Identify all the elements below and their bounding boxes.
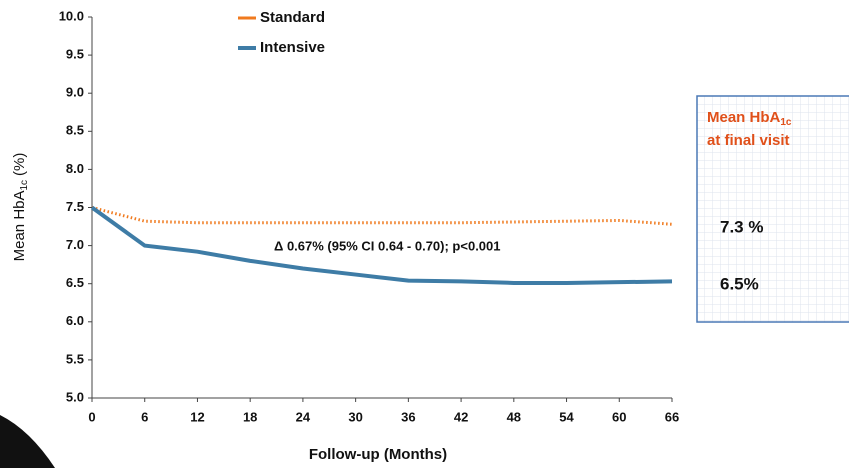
x-tick-label: 36 [401, 409, 415, 424]
box-title-line2: at final visit [707, 132, 790, 149]
y-tick-label: 7.0 [66, 237, 84, 252]
series-line [90, 205, 673, 285]
box-title-sub: 1c [780, 117, 792, 128]
x-tick-label: 42 [454, 409, 468, 424]
annotation: Δ 0.67% (95% CI 0.64 - 0.70); p<0.001 [274, 238, 501, 253]
y-tick-label: 7.5 [66, 199, 84, 214]
x-tick-label: 6 [141, 409, 148, 424]
x-tick-label: 18 [243, 409, 257, 424]
box-value: 6.5% [720, 274, 759, 293]
box-title-text: Mean HbA [707, 109, 781, 126]
y-label-unit: (%) [11, 153, 28, 176]
y-tick-label: 9.5 [66, 47, 84, 62]
x-tick-label: 48 [507, 409, 521, 424]
y-tick-label: 6.5 [66, 275, 84, 290]
x-tick-label: 54 [559, 409, 574, 424]
box-value: 7.3 % [720, 217, 763, 236]
y-tick-label: 8.0 [66, 161, 84, 176]
x-axis-label: Follow-up (Months) [309, 446, 447, 463]
x-tick-label: 0 [88, 409, 95, 424]
y-tick-label: 5.0 [66, 389, 84, 404]
y-label-sub: 1c [19, 180, 30, 191]
legend-label: Standard [260, 9, 325, 26]
legend-label: Intensive [260, 39, 325, 56]
x-tick-label: 12 [190, 409, 204, 424]
y-tick-label: 9.0 [66, 85, 84, 100]
box-title: Mean HbA1c [707, 109, 792, 128]
series-line [91, 206, 673, 226]
y-tick-label: 5.5 [66, 351, 84, 366]
y-tick-label: 8.5 [66, 123, 84, 138]
y-tick-label: 6.0 [66, 313, 84, 328]
y-axis-label: Mean HbA1c (%) [11, 153, 30, 262]
decoration [0, 415, 55, 468]
x-tick-label: 24 [296, 409, 311, 424]
y-tick-label: 10.0 [59, 8, 84, 23]
x-tick-label: 60 [612, 409, 626, 424]
x-tick-label: 66 [665, 409, 679, 424]
summary-box [696, 95, 849, 323]
y-label-text: Mean HbA [11, 191, 28, 262]
x-tick-label: 30 [348, 409, 362, 424]
